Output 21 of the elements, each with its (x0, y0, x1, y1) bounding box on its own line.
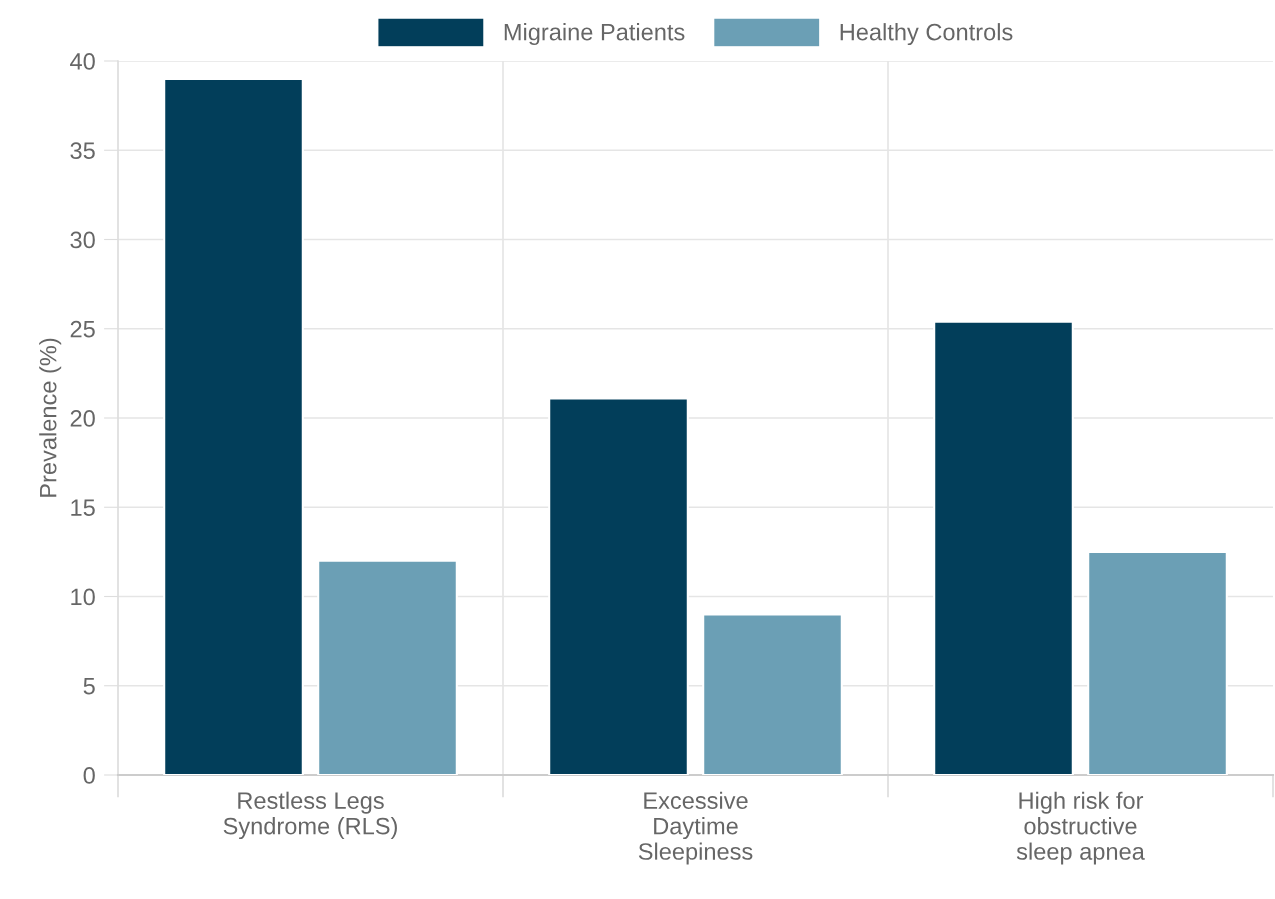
bar (702, 613, 843, 775)
x-tick-label: High risk for obstructive sleep apnea (1016, 791, 1145, 865)
legend-label: Healthy Controls (840, 23, 1013, 46)
x-tick-label: Excessive Daytime Sleepiness (638, 791, 753, 865)
bar (1087, 550, 1228, 775)
y-tick-label: 20 (70, 410, 95, 427)
bar (548, 397, 689, 775)
y-tick-label: 0 (83, 767, 95, 784)
y-tick-label: 30 (70, 231, 95, 249)
y-tick-label: 5 (83, 678, 95, 695)
y-tick-label: 40 (70, 53, 95, 70)
bar (933, 320, 1074, 775)
y-tick-label: 15 (71, 499, 95, 517)
x-tick-label: Restless Legs Syndrome (RLS) (223, 791, 397, 840)
y-tick-label: 10 (71, 588, 95, 606)
y-tick-label: 35 (70, 142, 95, 160)
bar (163, 77, 304, 775)
bar (317, 559, 458, 775)
legend-label: Migraine Patients (504, 23, 685, 46)
y-tick-label: 25 (70, 320, 95, 338)
y-axis-title: Prevalence (%) (39, 338, 62, 497)
